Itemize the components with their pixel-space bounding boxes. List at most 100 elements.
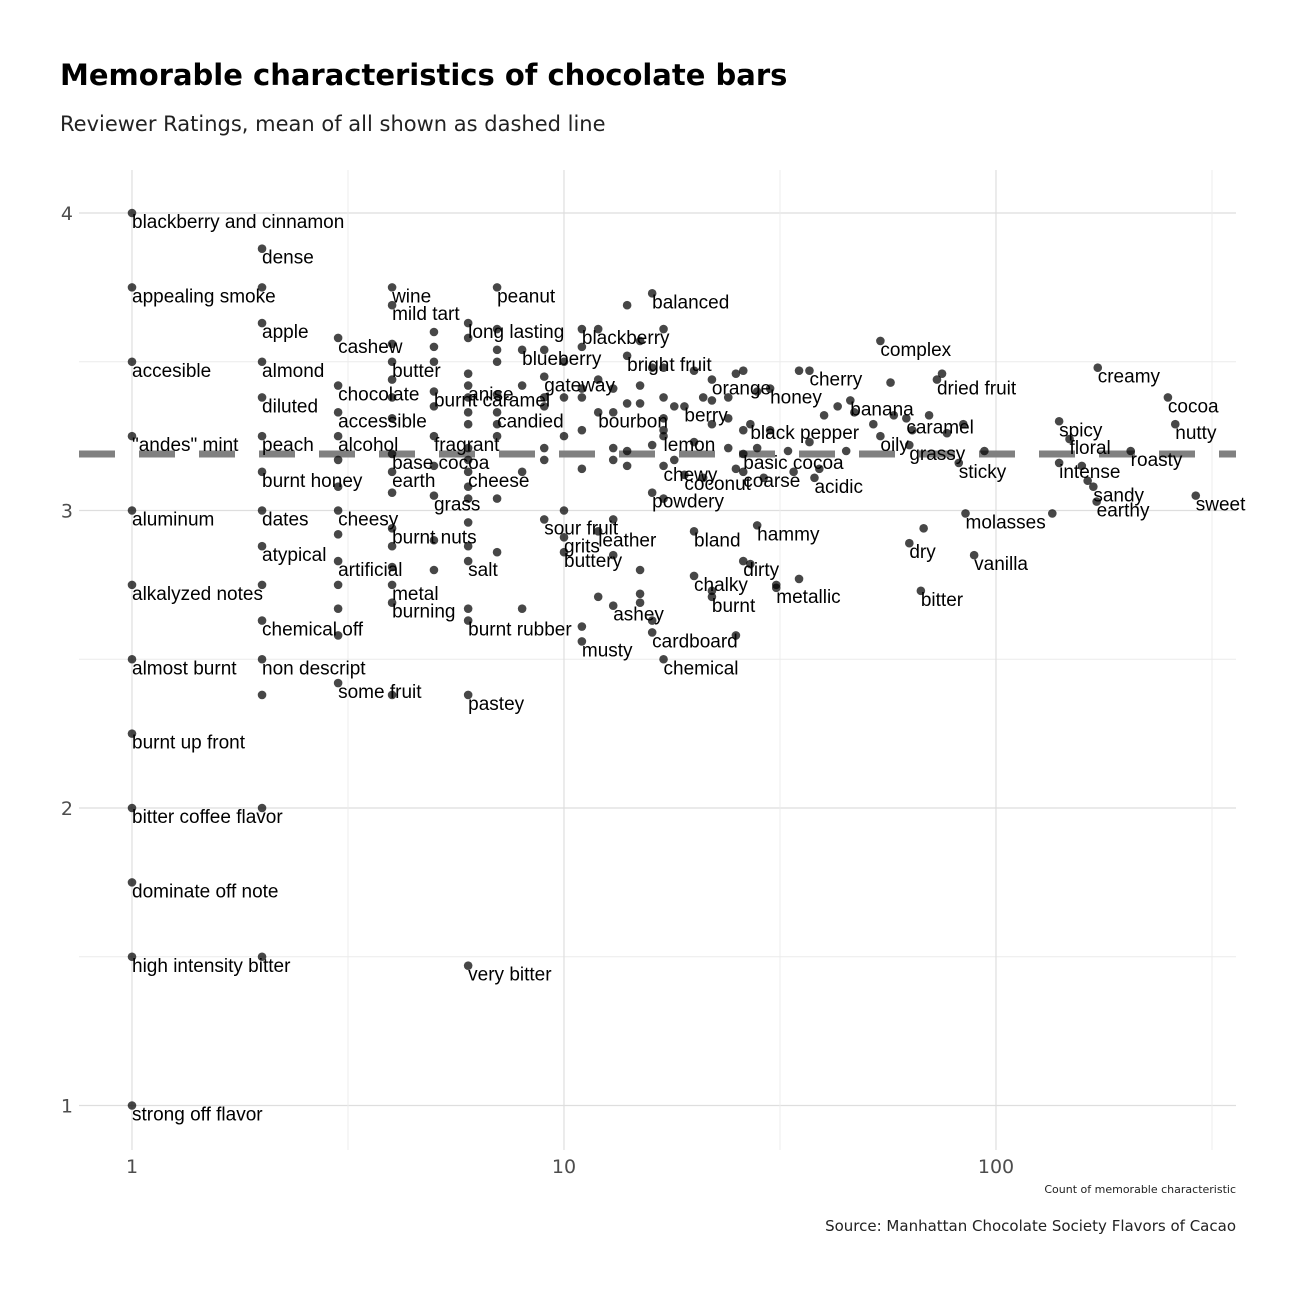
data-point [969, 550, 979, 560]
point-label: powdery [652, 492, 724, 513]
data-point [257, 357, 267, 367]
data-point [127, 208, 137, 218]
data-point [492, 408, 502, 417]
data-point [635, 565, 645, 575]
data-point [127, 580, 137, 590]
data-point [539, 345, 549, 355]
data-point [127, 283, 137, 292]
x-tick-label: 10 [552, 1156, 576, 1178]
point-label: creamy [1098, 367, 1161, 388]
data-point [889, 411, 899, 420]
data-point [707, 592, 717, 602]
data-point [577, 393, 587, 402]
data-point [905, 440, 914, 450]
data-point [387, 283, 397, 292]
data-point [1092, 497, 1101, 506]
data-point [647, 440, 657, 450]
data-point [387, 300, 397, 310]
point-label: dry [909, 542, 936, 563]
data-point [689, 437, 699, 447]
point-label: dried fruit [937, 379, 1017, 400]
data-point [463, 604, 473, 613]
point-label: dates [262, 510, 308, 531]
data-point [752, 387, 762, 396]
point-label: cocoa [1168, 396, 1219, 417]
point-label: banana [850, 399, 914, 420]
grid-lines [79, 170, 1236, 1150]
point-label: sour fruit [544, 518, 619, 539]
data-point [876, 431, 885, 441]
data-point [659, 654, 668, 664]
point-label: black pepper [750, 423, 859, 444]
data-point [924, 411, 934, 420]
point-label: accessible [338, 411, 427, 432]
data-point [1048, 509, 1057, 518]
data-point [333, 556, 343, 566]
data-point [707, 396, 717, 405]
data-point [759, 473, 769, 483]
data-point [593, 527, 603, 536]
data-point [429, 461, 439, 471]
point-label: earthy [1097, 501, 1150, 522]
point-label: diluted [262, 396, 318, 417]
data-point [961, 509, 970, 518]
data-point [841, 446, 851, 456]
data-point [127, 654, 137, 664]
point-label: nutty [1175, 423, 1217, 444]
chart-caption: Source: Manhattan Chocolate Society Flav… [825, 1217, 1236, 1235]
data-point [559, 357, 569, 367]
point-label: chalky [694, 575, 748, 596]
data-point [659, 324, 668, 334]
point-label: accesible [132, 361, 211, 382]
data-point [723, 413, 733, 423]
data-point [539, 443, 549, 453]
point-label: complex [880, 340, 951, 361]
data-point [333, 530, 343, 539]
point-label: high intensity bitter [132, 956, 291, 977]
point-label: bitter coffee flavor [132, 807, 283, 828]
point-label: leather [598, 530, 657, 551]
data-point [937, 369, 947, 378]
point-label: cheese [468, 471, 529, 492]
data-point [622, 300, 632, 310]
point-label: artificial [338, 560, 402, 581]
data-point [771, 580, 781, 590]
data-point [689, 571, 699, 581]
point-label: strong off flavor [132, 1105, 263, 1126]
data-points [127, 208, 1201, 1110]
data-point [539, 515, 549, 524]
data-point [257, 690, 267, 700]
point-label: candied [497, 411, 564, 432]
data-point [593, 324, 603, 334]
point-label: alkalyzed notes [132, 584, 263, 605]
data-point [429, 357, 439, 367]
data-point [517, 345, 527, 355]
data-point [942, 428, 952, 438]
data-point [876, 336, 885, 346]
x-tick-label: 1 [126, 1156, 138, 1178]
data-point [463, 455, 473, 465]
data-point [707, 586, 717, 596]
data-point [815, 464, 824, 474]
data-point [635, 381, 645, 390]
data-point [1126, 446, 1135, 456]
data-point [333, 678, 343, 688]
data-point [723, 443, 733, 453]
data-point [659, 461, 668, 471]
data-point [463, 541, 473, 551]
data-point [127, 952, 137, 962]
point-label: chewy [664, 465, 718, 486]
data-point [257, 506, 267, 515]
data-point [257, 283, 267, 292]
data-point [257, 467, 267, 477]
point-label: mild tart [392, 304, 460, 325]
data-point [333, 431, 343, 441]
data-point [517, 467, 527, 477]
point-label: burnt caramel [434, 391, 550, 412]
data-point [333, 408, 343, 417]
data-point [257, 952, 267, 962]
point-label: ashey [613, 605, 664, 626]
data-point [517, 381, 527, 390]
point-label: blueberry [522, 349, 602, 370]
point-label: peach [262, 435, 314, 456]
